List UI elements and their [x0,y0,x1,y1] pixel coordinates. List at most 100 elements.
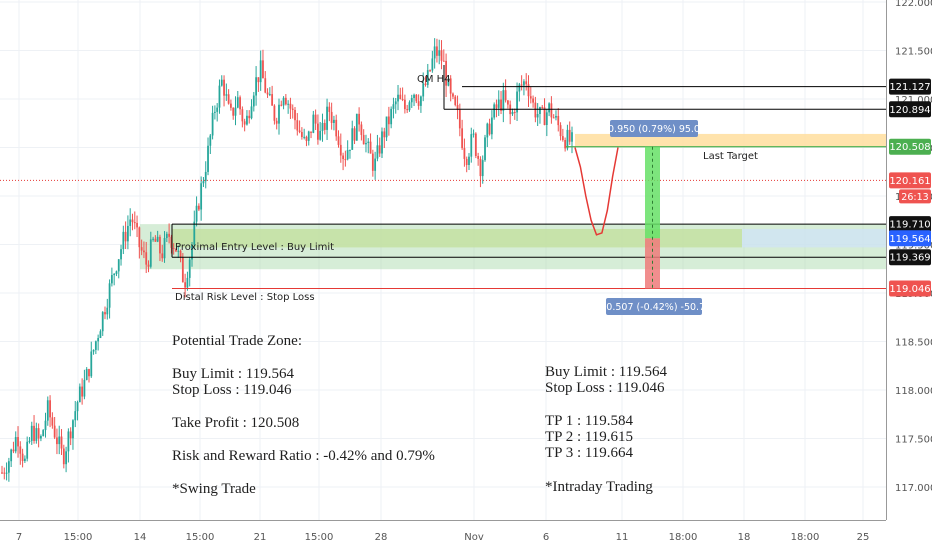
intraday-tp2: TP 2 : 119.615 [545,429,634,445]
candle-body [385,116,388,138]
candle-body [184,282,187,288]
candle-body [12,449,15,452]
risk-label: -0.507 (-0.42%) -50.7 [603,302,705,313]
candle-body [136,222,138,228]
candle-body [19,446,22,454]
candle-body [106,307,109,315]
x-tick-label: 21 [254,532,267,543]
candle-body [417,101,420,106]
candle-body [568,129,571,142]
candle-body [10,449,13,462]
x-tick-label: 18:00 [669,532,698,543]
candle-body [420,96,422,106]
candle-body [326,106,328,130]
candle-body [257,77,260,83]
candle-body [456,104,459,110]
candle-body [310,131,312,133]
candle-body [172,247,175,249]
candle-body [300,131,303,138]
candle-body [278,104,280,124]
candle-body [536,114,539,118]
x-tick-label: 18:00 [791,532,820,543]
candle-body [209,135,212,146]
candle-body [74,411,77,421]
candle-body [378,145,381,154]
candle-body [474,133,477,156]
note-buy-limit: Buy Limit : 119.564 [172,366,294,382]
candle-body [403,99,406,110]
candle-body [92,349,95,352]
candle-body [518,84,521,92]
reward-label: 0.950 (0.79%) 95.0 [608,124,700,135]
candle-body [268,94,271,96]
x-tick-label: 7 [16,532,22,543]
y-tick-label: 117.500 [895,435,932,446]
countdown-tag-bg [899,189,931,204]
candle-body [294,109,296,121]
candle-body [21,453,24,461]
candle-body [500,99,502,111]
candle-body [147,264,150,267]
price-tag-qm_high-bg [889,78,931,95]
candle-body [179,250,182,258]
risk-reward-tool[interactable]: 0.950 (0.79%) 95.0 -0.507 (-0.42%) -50.7 [603,120,705,315]
candle-body [232,107,235,116]
candle-body [429,70,431,72]
candle-body [120,249,122,260]
candle-body [26,441,29,459]
candle-body [154,238,157,242]
candle-body [159,236,161,254]
candle-body [447,78,450,86]
target-zone [575,133,886,147]
y-tick-label: 121.000 [895,95,932,106]
candle-body [81,386,84,397]
candle-body [532,98,534,103]
candle-body [191,244,193,260]
candle-body [97,338,100,342]
candle-body [566,129,569,149]
candle-body [17,437,19,447]
candle-body [330,111,333,123]
candle-body [394,101,397,105]
entry-zone-extension [742,228,886,248]
candle-body [122,231,125,250]
intraday-stop-loss: Stop Loss : 119.046 [545,380,665,396]
candle-body [250,106,253,119]
candle-body [458,109,461,129]
candle-body [548,103,551,113]
candle-body [317,123,319,140]
candle-body [452,93,454,97]
candle-body [342,155,344,160]
candle-body [23,458,26,461]
candle-body [113,273,116,276]
candle-body [101,312,104,332]
candle-body [51,417,54,426]
candle-body [555,115,557,118]
candle-body [481,160,484,177]
candle-body [296,120,299,131]
candle-body [534,102,537,118]
candle-body [358,113,361,125]
candle-body [303,136,306,138]
candle-body [463,148,466,159]
candle-body [168,233,171,237]
price-tag-zone_top: 119.710 [889,220,930,231]
candle-body [78,386,81,403]
candle-body [110,275,113,284]
candle-body [90,351,93,377]
candle-body [539,107,541,115]
qm-label: QM H4 [417,74,451,85]
candle-body [259,60,262,83]
candle-body [156,236,159,242]
candle-body [369,141,372,154]
candle-body [410,98,413,103]
candle-body [436,46,438,56]
candle-body [507,100,509,105]
candle-body [243,121,246,125]
candle-body [319,130,322,140]
candle-body [3,472,6,474]
price-tag-stop-bg [889,280,931,297]
candle-body [143,250,145,253]
x-tick-label: 25 [857,532,870,543]
